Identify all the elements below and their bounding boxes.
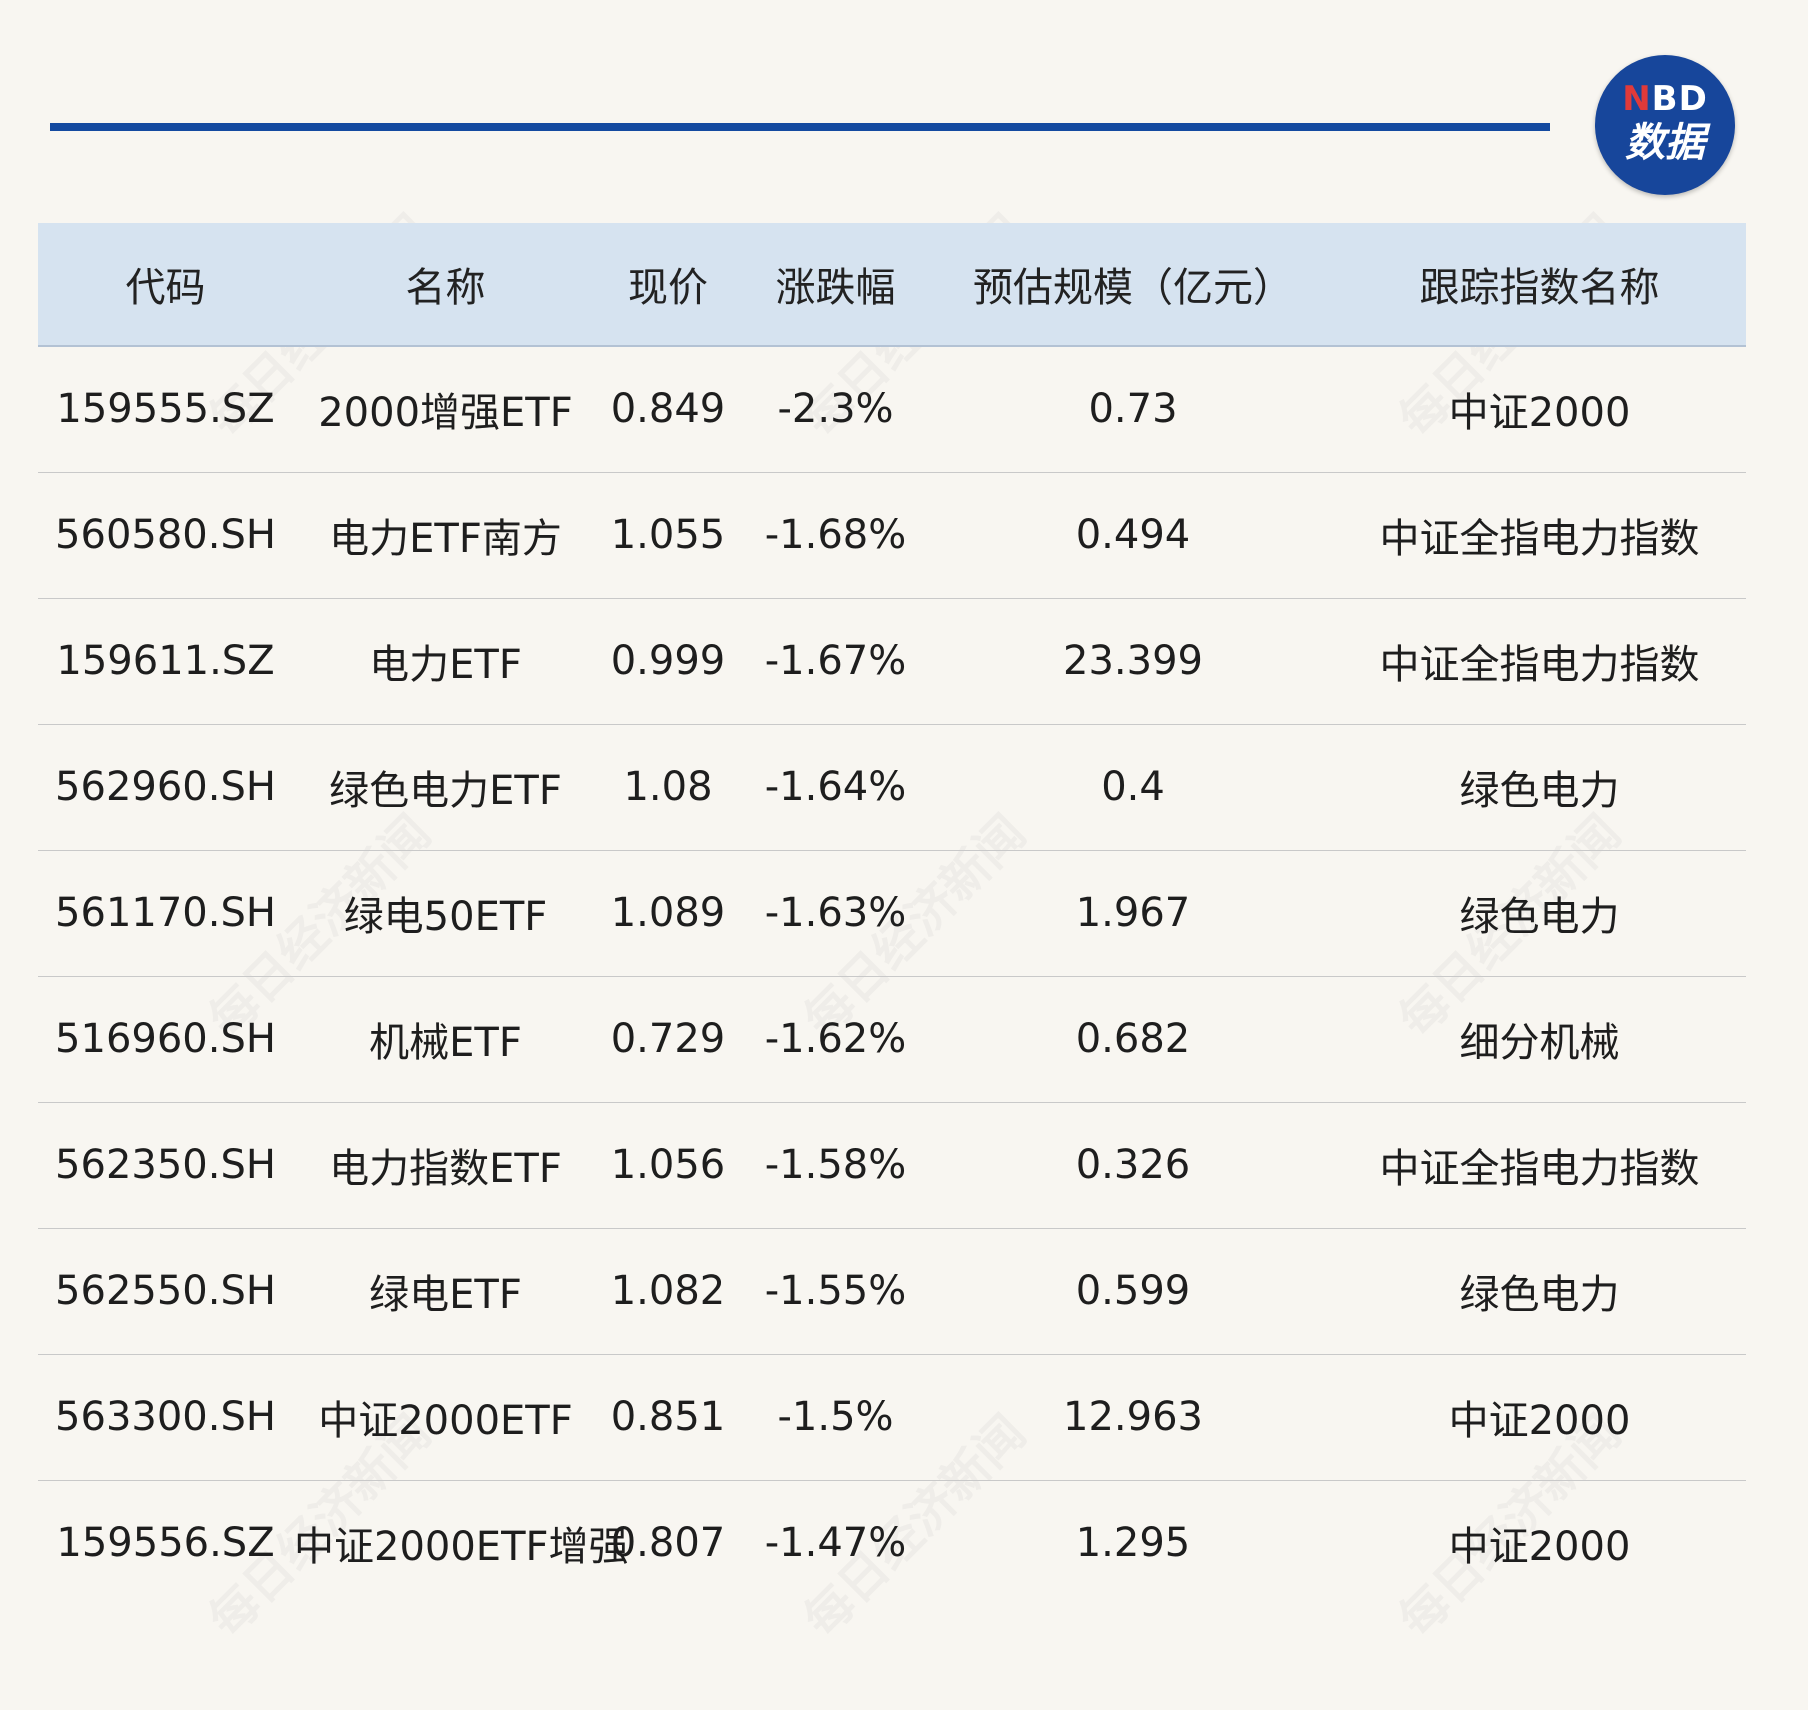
cell-price: 1.056 [598, 1102, 738, 1229]
cell-change: -1.47% [764, 1520, 907, 1567]
header-index: 跟踪指数名称 [1333, 223, 1746, 347]
cell-code: 159555.SZ [38, 346, 293, 473]
cell-scale: 0.599 [933, 1228, 1333, 1355]
cell-index: 中证全指电力指数 [1333, 1102, 1746, 1229]
cell-change: -1.55% [738, 1228, 933, 1355]
cell-code: 516960.SH [38, 976, 293, 1103]
cell-change: -1.68% [738, 472, 933, 599]
cell-code: 562960.SH [38, 724, 293, 851]
header-price: 现价 [598, 223, 738, 347]
cell-price: 0.729 [598, 976, 738, 1103]
cell-scale: 0.494 [933, 472, 1333, 599]
cell-price: 1.089 [598, 850, 738, 977]
cell-index: 中证2000 [1448, 1524, 1631, 1571]
header-scale: 预估规模（亿元） [933, 223, 1333, 347]
cell-price: 0.807 [610, 1520, 726, 1567]
header-rule [50, 123, 1550, 131]
cell-name: 中证2000ETF [293, 1354, 598, 1481]
cell-code: 159611.SZ [38, 598, 293, 725]
etf-table: 代码 名称 现价 涨跌幅 预估规模（亿元） 跟踪指数名称 159555.SZ 20… [38, 223, 1746, 1606]
table-row: 562550.SH 绿电ETF 1.082 -1.55% 0.599 绿色电力 [38, 1228, 1746, 1355]
table-header-row: 代码 名称 现价 涨跌幅 预估规模（亿元） 跟踪指数名称 [38, 223, 1746, 347]
cell-name: 电力指数ETF [293, 1102, 598, 1229]
cell-code: 562350.SH [38, 1102, 293, 1229]
cell-name: 电力ETF南方 [293, 472, 598, 599]
cell-scale: 1.295 [1075, 1520, 1191, 1567]
cell-change: -1.63% [738, 850, 933, 977]
cell-scale: 0.73 [933, 346, 1333, 473]
table-row: 159611.SZ 电力ETF 0.999 -1.67% 23.399 中证全指电力指数 [38, 598, 1746, 725]
cell-scale: 0.682 [933, 976, 1333, 1103]
cell-change: -1.5% [738, 1354, 933, 1481]
table-row: 563300.SH 中证2000ETF 0.851 -1.5% 12.963 中证2000 [38, 1354, 1746, 1481]
logo-nbd-text: NBD [1622, 79, 1708, 119]
cell-index: 绿色电力 [1333, 724, 1746, 851]
cell-name: 绿色电力ETF [293, 724, 598, 851]
cell-price: 1.055 [598, 472, 738, 599]
table-row: 516960.SH 机械ETF 0.729 -1.62% 0.682 细分机械 [38, 976, 1746, 1103]
cell-index: 中证2000 [1333, 1354, 1746, 1481]
cell-code: 561170.SH [38, 850, 293, 977]
cell-code: 159556.SZ [56, 1520, 275, 1567]
cell-price: 0.851 [598, 1354, 738, 1481]
logo-data-text: 数据 [1625, 120, 1705, 166]
table-row: 560580.SH 电力ETF南方 1.055 -1.68% 0.494 中证全指电力指数 [38, 472, 1746, 599]
cell-index: 中证全指电力指数 [1333, 472, 1746, 599]
cell-change: -1.62% [738, 976, 933, 1103]
header-code: 代码 [38, 223, 293, 347]
cell-index: 绿色电力 [1333, 850, 1746, 977]
cell-scale: 1.967 [933, 850, 1333, 977]
cell-price: 0.849 [598, 346, 738, 473]
cell-index: 中证全指电力指数 [1333, 598, 1746, 725]
table-row: 159555.SZ 2000增强ETF 0.849 -2.3% 0.73 中证2000 [38, 346, 1746, 473]
cell-name: 2000增强ETF [293, 346, 598, 473]
cell-price: 0.999 [598, 598, 738, 725]
cell-code: 563300.SH [38, 1354, 293, 1481]
header-name: 名称 [293, 223, 598, 347]
cell-scale: 0.4 [933, 724, 1333, 851]
cell-name: 电力ETF [293, 598, 598, 725]
cell-name: 机械ETF [293, 976, 598, 1103]
cell-code: 560580.SH [38, 472, 293, 599]
table-body: 159555.SZ 2000增强ETF 0.849 -2.3% 0.73 中证2000 56… [38, 346, 1746, 1606]
table-row: 561170.SH 绿电50ETF 1.089 -1.63% 1.967 绿色电力 [38, 850, 1746, 977]
cell-index: 绿色电力 [1333, 1228, 1746, 1355]
nbd-logo: NBD 数据 [1595, 55, 1735, 195]
cell-name: 绿电50ETF [293, 850, 598, 977]
cell-change: -1.67% [738, 598, 933, 725]
table-row: 159556.SZ 中证2000ETF增强 0.807 -1.47% 1.295 中证20… [38, 1480, 1746, 1606]
cell-scale: 0.326 [933, 1102, 1333, 1229]
table-row: 562960.SH 绿色电力ETF 1.08 -1.64% 0.4 绿色电力 [38, 724, 1746, 851]
cell-change: -1.64% [738, 724, 933, 851]
cell-price: 1.08 [598, 724, 738, 851]
cell-change: -1.58% [738, 1102, 933, 1229]
table-row: 562350.SH 电力指数ETF 1.056 -1.58% 0.326 中证全指电力指数 [38, 1102, 1746, 1229]
cell-price: 1.082 [598, 1228, 738, 1355]
cell-code: 562550.SH [38, 1228, 293, 1355]
cell-scale: 23.399 [933, 598, 1333, 725]
cell-scale: 12.963 [933, 1354, 1333, 1481]
cell-name: 绿电ETF [293, 1228, 598, 1355]
header-change: 涨跌幅 [738, 223, 933, 347]
cell-name: 中证2000ETF增强 [294, 1524, 629, 1571]
cell-index: 中证2000 [1333, 346, 1746, 473]
cell-change: -2.3% [738, 346, 933, 473]
cell-index: 细分机械 [1333, 976, 1746, 1103]
